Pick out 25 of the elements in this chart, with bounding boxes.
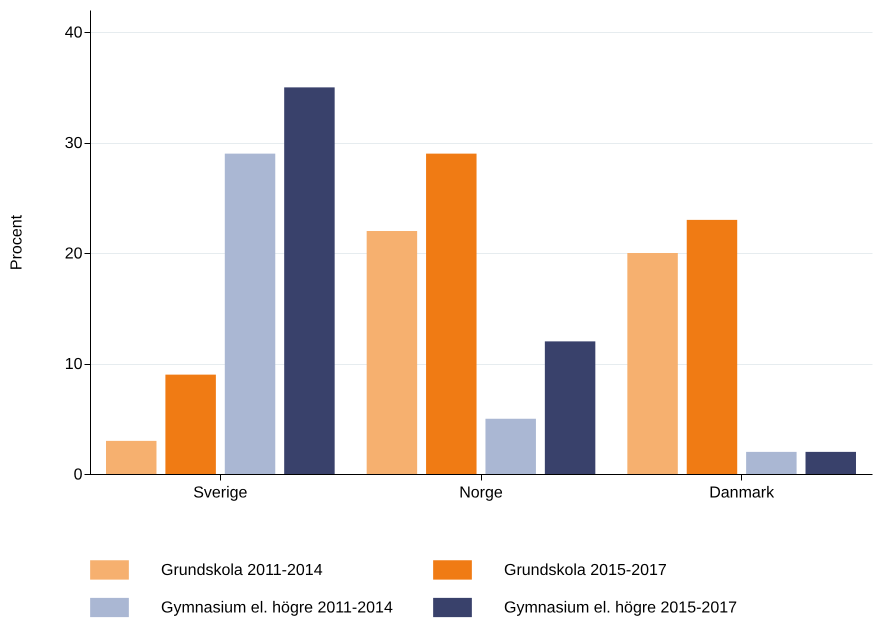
bar — [165, 374, 216, 474]
legend-label: Gymnasium el. högre 2011-2014 — [161, 600, 393, 616]
x-tick-label: Norge — [459, 484, 503, 502]
bar — [544, 341, 596, 474]
bar — [224, 154, 276, 474]
bar — [485, 418, 536, 474]
x-tick-label: Danmark — [709, 484, 776, 502]
x-tick-label: Sverige — [193, 484, 248, 502]
bar — [806, 452, 856, 474]
legend-label: Grundskola 2011-2014 — [161, 562, 323, 579]
legend-label: Grundskola 2015-2017 — [504, 562, 667, 579]
bar — [106, 440, 156, 474]
y-tick-label: 10 — [64, 356, 83, 374]
y-tick-label: 40 — [64, 24, 83, 42]
bar — [627, 253, 678, 474]
bar — [366, 230, 418, 474]
y-axis-title: Procent — [8, 214, 26, 270]
y-tick-label: 30 — [64, 135, 83, 152]
bar — [284, 87, 335, 474]
bar — [426, 154, 477, 474]
y-tick-label: 0 — [74, 466, 83, 484]
bar — [686, 220, 738, 474]
bar — [746, 452, 797, 474]
y-tick-label: 20 — [64, 246, 83, 263]
legend-label: Gymnasium el. högre 2015-2017 — [504, 600, 738, 616]
